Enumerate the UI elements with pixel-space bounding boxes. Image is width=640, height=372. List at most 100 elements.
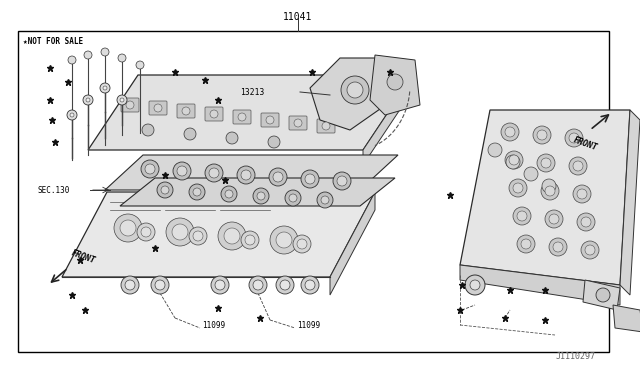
Circle shape	[193, 188, 201, 196]
Circle shape	[337, 176, 347, 186]
Circle shape	[341, 76, 369, 104]
Circle shape	[553, 242, 563, 252]
Polygon shape	[460, 265, 620, 305]
Circle shape	[218, 222, 246, 250]
FancyBboxPatch shape	[233, 110, 251, 124]
Circle shape	[120, 220, 136, 236]
Circle shape	[70, 113, 74, 117]
Circle shape	[189, 227, 207, 245]
Polygon shape	[330, 192, 375, 295]
Polygon shape	[120, 178, 395, 206]
Circle shape	[145, 164, 155, 174]
Circle shape	[301, 276, 319, 294]
Circle shape	[193, 231, 203, 241]
Circle shape	[101, 48, 109, 56]
Text: 13213: 13213	[240, 87, 264, 96]
Circle shape	[155, 280, 165, 290]
Circle shape	[322, 122, 330, 130]
Polygon shape	[370, 55, 420, 115]
Circle shape	[596, 288, 610, 302]
Circle shape	[524, 167, 538, 181]
Circle shape	[569, 133, 579, 143]
Circle shape	[245, 235, 255, 245]
Text: FRONT: FRONT	[70, 248, 97, 265]
Circle shape	[83, 95, 93, 105]
Circle shape	[166, 218, 194, 246]
FancyBboxPatch shape	[205, 107, 223, 121]
Circle shape	[347, 82, 363, 98]
Polygon shape	[88, 75, 413, 150]
Circle shape	[189, 184, 205, 200]
Circle shape	[537, 130, 547, 140]
Circle shape	[253, 188, 269, 204]
Circle shape	[211, 276, 229, 294]
FancyBboxPatch shape	[317, 119, 335, 133]
Circle shape	[501, 123, 519, 141]
Circle shape	[533, 126, 551, 144]
Circle shape	[226, 132, 238, 144]
Circle shape	[517, 235, 535, 253]
Circle shape	[114, 214, 142, 242]
Circle shape	[157, 182, 173, 198]
Circle shape	[537, 154, 555, 172]
Circle shape	[273, 172, 283, 182]
Circle shape	[224, 228, 240, 244]
Circle shape	[151, 276, 169, 294]
Circle shape	[184, 128, 196, 140]
Circle shape	[545, 186, 555, 196]
Circle shape	[585, 245, 595, 255]
Text: J1110297: J1110297	[556, 352, 595, 361]
Circle shape	[506, 155, 520, 169]
Circle shape	[573, 161, 583, 171]
Circle shape	[465, 275, 485, 295]
FancyBboxPatch shape	[289, 116, 307, 130]
Circle shape	[542, 179, 556, 193]
Circle shape	[120, 98, 124, 102]
FancyBboxPatch shape	[177, 104, 195, 118]
Circle shape	[301, 170, 319, 188]
Circle shape	[241, 170, 251, 180]
Circle shape	[121, 276, 139, 294]
Circle shape	[387, 74, 403, 90]
Circle shape	[541, 158, 551, 168]
FancyBboxPatch shape	[121, 98, 139, 112]
Text: 11099: 11099	[297, 321, 320, 330]
Circle shape	[126, 101, 134, 109]
Circle shape	[573, 185, 591, 203]
Circle shape	[513, 183, 523, 193]
Circle shape	[253, 280, 263, 290]
Circle shape	[549, 214, 559, 224]
Polygon shape	[363, 75, 413, 165]
Circle shape	[68, 56, 76, 64]
Circle shape	[117, 95, 127, 105]
Circle shape	[266, 116, 274, 124]
Circle shape	[470, 280, 480, 290]
Text: 11041: 11041	[283, 12, 312, 22]
Text: FRONT: FRONT	[572, 135, 598, 152]
Circle shape	[285, 190, 301, 206]
Circle shape	[569, 157, 587, 175]
Circle shape	[333, 172, 351, 190]
Circle shape	[565, 129, 583, 147]
Circle shape	[276, 232, 292, 248]
Polygon shape	[62, 192, 375, 277]
Circle shape	[321, 196, 329, 204]
Circle shape	[521, 239, 531, 249]
Circle shape	[549, 238, 567, 256]
Polygon shape	[310, 58, 400, 130]
Circle shape	[100, 83, 110, 93]
Circle shape	[241, 231, 259, 249]
Circle shape	[505, 151, 523, 169]
Circle shape	[289, 194, 297, 202]
Circle shape	[154, 104, 162, 112]
Circle shape	[210, 110, 218, 118]
Circle shape	[577, 213, 595, 231]
Circle shape	[136, 61, 144, 69]
FancyBboxPatch shape	[149, 101, 167, 115]
Circle shape	[305, 280, 315, 290]
Circle shape	[238, 113, 246, 121]
Circle shape	[488, 143, 502, 157]
Circle shape	[215, 280, 225, 290]
Polygon shape	[105, 155, 398, 190]
Circle shape	[509, 155, 519, 165]
